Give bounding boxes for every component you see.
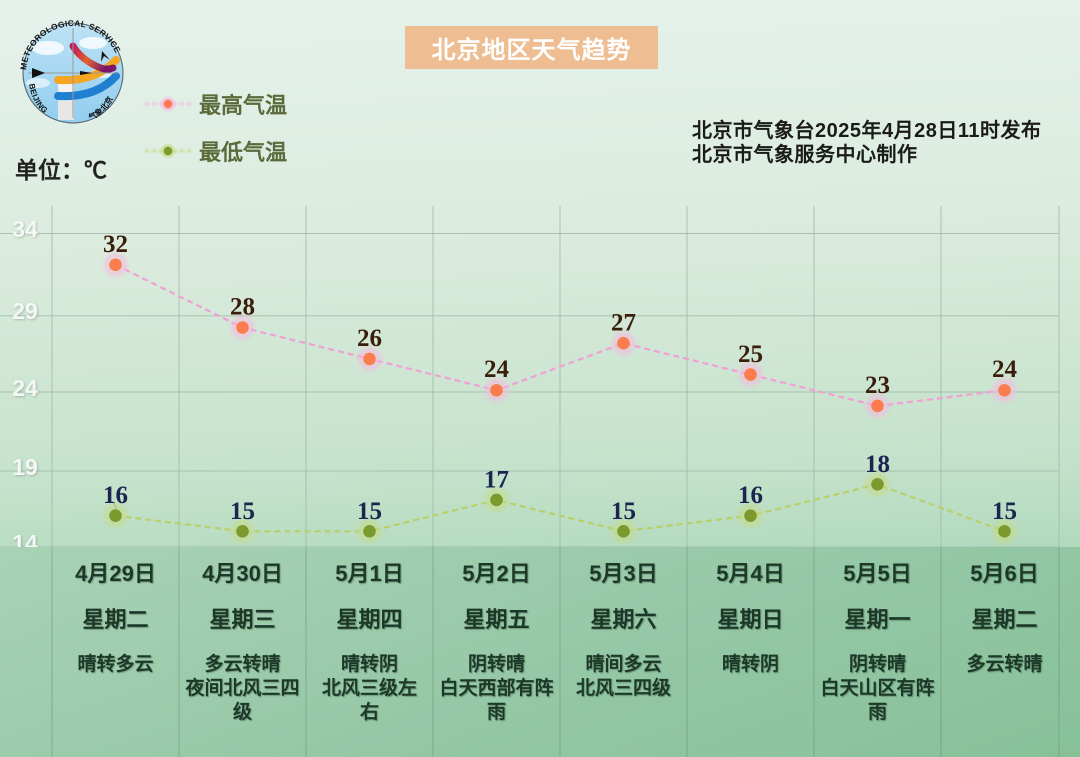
svg-text:16: 16 [103, 482, 128, 509]
svg-text:26: 26 [357, 325, 382, 352]
svg-text:15: 15 [230, 498, 255, 525]
svg-text:27: 27 [611, 310, 636, 337]
svg-text:28: 28 [230, 294, 255, 321]
svg-text:32: 32 [103, 231, 128, 258]
svg-text:18: 18 [865, 451, 890, 478]
svg-text:25: 25 [738, 341, 763, 368]
svg-text:16: 16 [738, 482, 763, 509]
svg-text:24: 24 [992, 356, 1018, 383]
svg-text:23: 23 [865, 372, 890, 399]
svg-text:15: 15 [611, 498, 636, 525]
svg-text:15: 15 [992, 498, 1017, 525]
svg-text:24: 24 [484, 356, 510, 383]
svg-text:17: 17 [484, 467, 509, 494]
svg-text:15: 15 [357, 498, 382, 525]
